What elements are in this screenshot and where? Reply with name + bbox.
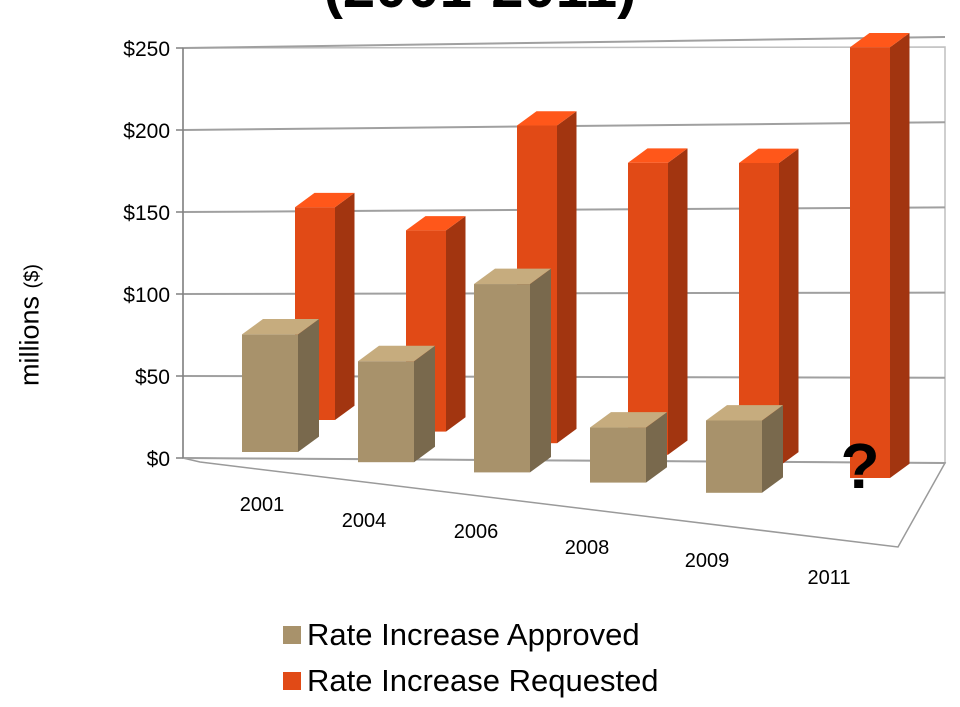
y-tick-label: $250 (123, 38, 170, 61)
y-axis-unit: ($) (21, 264, 44, 289)
bar-approved-2001 (242, 319, 319, 452)
x-tick-label: 2009 (685, 550, 730, 572)
legend-label-requested: Rate Increase Requested (307, 663, 659, 698)
bar-approved-2006 (474, 268, 551, 473)
chart-title: (2001-2011) (0, 0, 960, 21)
x-tick-label: 2001 (240, 494, 285, 516)
legend-label-approved: Rate Increase Approved (307, 617, 640, 652)
gridline (182, 36, 946, 49)
y-tick-label: $50 (135, 366, 170, 389)
y-tick-label: $200 (123, 120, 170, 143)
bar-approved-2004 (358, 345, 435, 463)
legend-swatch-approved (283, 626, 301, 644)
floor (182, 457, 947, 548)
x-tick-label: 2011 (807, 567, 850, 589)
y-tick-label: $100 (123, 284, 170, 307)
gridline (182, 457, 946, 464)
legend: Rate Increase Approved Rate Increase Req… (283, 612, 659, 704)
y-axis-label: millions ($) (0, 240, 60, 410)
x-tick-label: 2004 (342, 510, 387, 532)
bar-approved-2008 (590, 412, 667, 483)
y-tick-label: $0 (147, 448, 170, 471)
legend-item-approved: Rate Increase Approved (283, 612, 659, 658)
x-tick-label: 2008 (565, 537, 610, 559)
bar-requested-2011 (850, 32, 910, 479)
y-tick-label: $150 (123, 202, 170, 225)
legend-swatch-requested (283, 672, 301, 690)
x-tick-label: 2006 (454, 521, 499, 543)
bar-approved-2009 (706, 405, 783, 493)
y-axis-label-text: millions (14, 295, 45, 386)
unknown-value-annotation: ? (840, 430, 879, 502)
legend-item-requested: Rate Increase Requested (283, 658, 659, 704)
bar-requested-2008 (628, 148, 688, 455)
